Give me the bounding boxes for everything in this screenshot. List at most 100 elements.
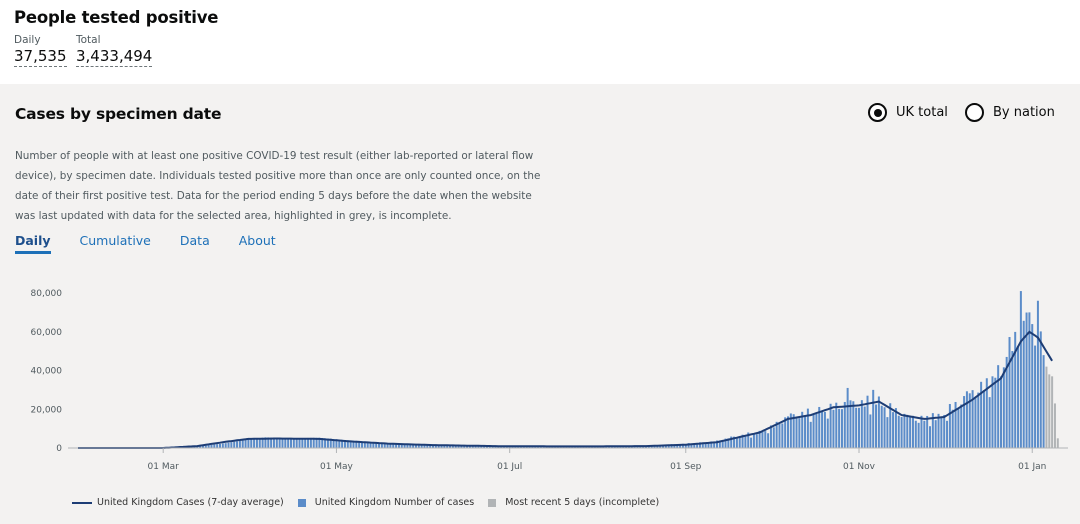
cases-panel: Cases by specimen date UK total By natio… (0, 84, 1080, 524)
daily-cases-bar (940, 417, 943, 448)
daily-cases-bar (193, 446, 196, 448)
metric-total: Total 3,433,494 (76, 34, 153, 67)
daily-cases-bar (224, 443, 227, 448)
daily-cases-bar (1011, 351, 1014, 448)
tab-cumulative[interactable]: Cumulative (79, 233, 151, 248)
daily-cases-bar (696, 443, 699, 448)
daily-cases-bar (216, 444, 219, 448)
daily-cases-bar (412, 444, 415, 448)
daily-cases-bar (960, 404, 963, 448)
daily-cases-bar (667, 444, 670, 448)
daily-cases-bar (468, 445, 471, 448)
radio-selected-icon[interactable] (868, 103, 887, 122)
daily-cases-bar (304, 438, 307, 448)
radio-uk-total[interactable]: UK total (868, 103, 948, 122)
daily-cases-bar (806, 408, 809, 448)
daily-cases-bar (716, 440, 718, 448)
daily-cases-bar (440, 445, 443, 448)
daily-cases-bar (900, 417, 903, 448)
daily-cases-bar (247, 439, 250, 448)
tab-about[interactable]: About (238, 233, 276, 248)
daily-cases-bar (358, 441, 361, 448)
daily-cases-bar (284, 438, 287, 448)
legend-label-incomplete: Most recent 5 days (incomplete) (505, 497, 660, 508)
daily-cases-bar (312, 437, 315, 448)
daily-cases-bar (414, 444, 417, 448)
daily-cases-bar (880, 405, 883, 448)
daily-cases-bar (883, 407, 886, 448)
daily-cases-bar (875, 404, 878, 448)
daily-cases-bar (383, 442, 386, 448)
daily-cases-bar (403, 443, 406, 448)
daily-cases-bar (877, 396, 880, 448)
daily-cases-bar (994, 377, 997, 448)
metric-daily-value[interactable]: 37,535 (14, 47, 67, 67)
daily-cases-bar (432, 444, 434, 448)
daily-cases-bar (929, 426, 931, 448)
daily-cases-bar (858, 407, 860, 448)
daily-cases-bar (843, 401, 846, 448)
daily-cases-bar (341, 439, 344, 448)
daily-cases-bar (207, 445, 210, 448)
daily-cases-bar (980, 381, 983, 448)
daily-cases-bar (1002, 367, 1005, 448)
daily-cases-bar (690, 444, 693, 448)
daily-cases-bar (423, 444, 426, 448)
daily-cases-bar (767, 433, 770, 448)
tab-data[interactable]: Data (179, 233, 210, 248)
daily-cases-bar (1031, 324, 1034, 448)
daily-cases-bar (957, 407, 960, 448)
daily-cases-bar (366, 441, 369, 448)
daily-cases-bar (230, 442, 233, 448)
radio-by-nation-label: By nation (993, 105, 1055, 120)
daily-cases-bar (272, 437, 275, 448)
daily-cases-bar (1036, 300, 1039, 448)
daily-cases-bar (735, 437, 738, 448)
daily-cases-bar (1039, 331, 1042, 448)
metric-total-value[interactable]: 3,433,494 (76, 47, 153, 67)
daily-cases-bar (838, 408, 841, 448)
daily-cases-bar (429, 444, 432, 448)
daily-cases-bar (826, 418, 829, 448)
page-title: People tested positive (14, 8, 219, 27)
daily-cases-bar (931, 413, 934, 448)
daily-cases-bar (466, 445, 469, 448)
daily-cases-bar (965, 391, 968, 448)
daily-cases-bar (1042, 355, 1045, 448)
daily-cases-bar (889, 403, 892, 448)
daily-cases-bar (795, 417, 798, 448)
daily-cases-bar (253, 438, 256, 448)
legend-item-incomplete: Most recent 5 days (incomplete) (488, 497, 659, 508)
daily-cases-bar (352, 440, 355, 448)
daily-cases-bar (894, 408, 897, 448)
daily-cases-bar (386, 442, 389, 448)
daily-cases-bar (241, 440, 244, 448)
y-tick-label: 20,000 (31, 405, 63, 415)
daily-cases-bar (1017, 345, 1020, 448)
x-tick-label: 01 Mar (148, 462, 180, 472)
daily-cases-bar (392, 443, 395, 448)
daily-cases-bar (480, 445, 483, 448)
radio-by-nation[interactable]: By nation (965, 103, 1055, 122)
daily-cases-bar (738, 437, 741, 448)
daily-cases-bar (698, 442, 701, 448)
daily-cases-bar (764, 431, 767, 448)
daily-cases-bar (897, 415, 900, 448)
y-tick-label: 40,000 (31, 367, 63, 377)
daily-cases-bar (449, 445, 452, 448)
panel-description: Number of people with at least one posit… (15, 150, 541, 222)
daily-cases-bar (926, 415, 929, 448)
daily-cases-bar (886, 417, 889, 448)
daily-cases-bar (397, 443, 400, 448)
daily-cases-bar (943, 414, 946, 448)
daily-cases-bar (846, 387, 849, 448)
daily-cases-bar (355, 440, 358, 448)
legend-incomplete-swatch (488, 498, 497, 507)
daily-cases-bar (750, 437, 753, 448)
tab-daily[interactable]: Daily (15, 233, 51, 254)
daily-cases-bar (201, 445, 204, 448)
daily-cases-bar (326, 438, 329, 448)
daily-cases-bar (369, 441, 372, 448)
daily-cases-bar (267, 437, 270, 448)
radio-unselected-icon[interactable] (965, 103, 984, 122)
